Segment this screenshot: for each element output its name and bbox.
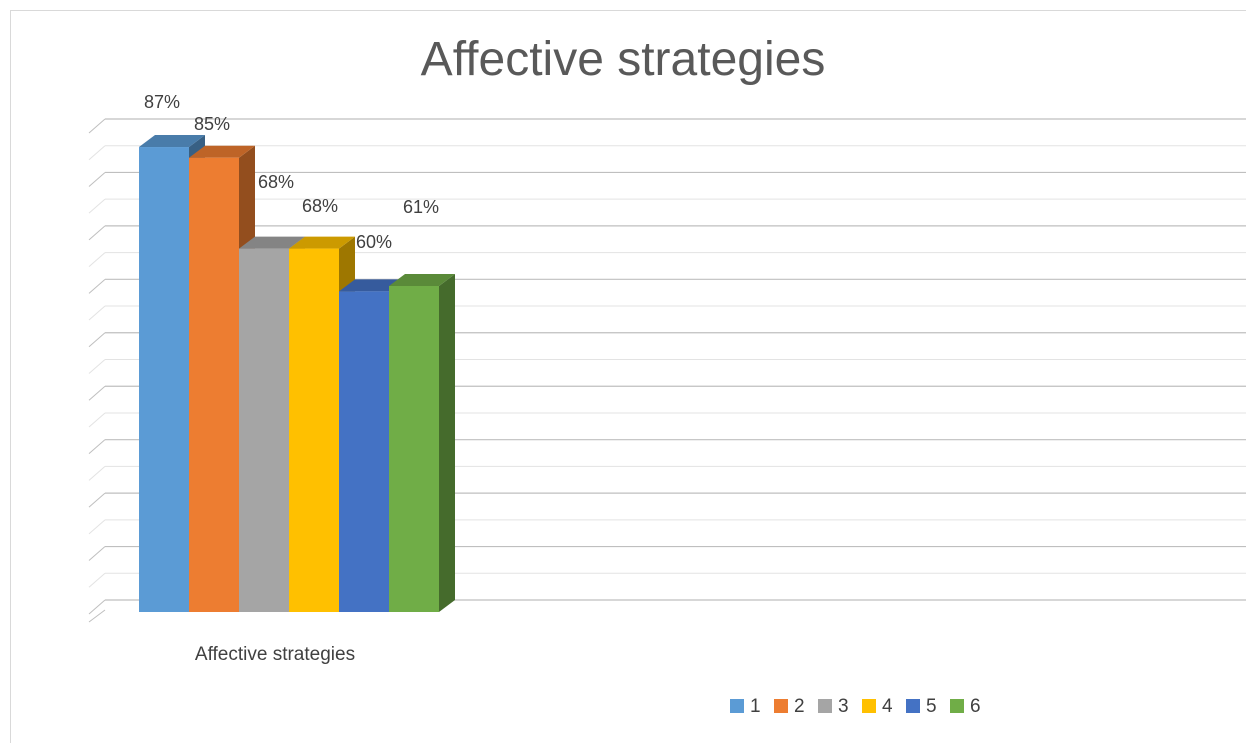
bar-front — [139, 147, 189, 613]
bar-front — [239, 248, 289, 613]
chart-frame — [10, 10, 1246, 743]
category-label: Affective strategies — [195, 644, 355, 665]
bar-series-6 — [389, 273, 455, 612]
bar-top — [339, 279, 405, 292]
side-gridline — [88, 572, 106, 588]
side-gridline — [88, 412, 106, 428]
side-gridline — [88, 599, 106, 615]
data-labels: 87% 85% 68% 68% 60% 61% — [144, 92, 439, 252]
data-label-1: 87% — [144, 92, 180, 112]
chart-title: Affective strategies — [420, 33, 826, 86]
bar-side — [439, 273, 455, 612]
bar-front — [189, 157, 239, 612]
legend-label-1: 1 — [750, 696, 761, 717]
side-gridline — [88, 145, 106, 161]
side-gridline — [88, 519, 106, 535]
side-gridline — [88, 278, 106, 294]
side-gridline — [88, 546, 106, 561]
legend-swatch-5 — [906, 699, 920, 713]
legend-label-4: 4 — [882, 696, 893, 717]
legend-label-5: 5 — [926, 696, 937, 717]
legend-swatch-3 — [818, 699, 832, 713]
side-gridline — [88, 225, 106, 241]
bar-front — [339, 291, 389, 612]
side-gridline — [88, 198, 106, 214]
side-gridline — [88, 466, 106, 481]
legend-swatch-2 — [774, 699, 788, 713]
data-label-6: 61% — [403, 197, 439, 217]
side-gridline — [88, 439, 106, 455]
legend-label-2: 2 — [794, 696, 805, 717]
side-gridline — [88, 305, 106, 321]
bar-front — [289, 248, 339, 613]
side-gridline — [88, 332, 106, 348]
bar-top — [139, 135, 205, 148]
data-label-4: 68% — [302, 196, 338, 216]
legend: 1 2 3 4 5 6 — [730, 696, 981, 717]
data-label-2: 85% — [194, 114, 230, 134]
bar-top — [389, 273, 455, 286]
bars — [139, 135, 455, 613]
floor-edge — [88, 609, 106, 623]
legend-swatch-4 — [862, 699, 876, 713]
side-gridline — [88, 492, 106, 508]
bar-top — [189, 145, 255, 158]
side-gridline — [88, 172, 106, 187]
bar-top — [289, 236, 355, 249]
legend-swatch-1 — [730, 699, 744, 713]
legend-swatch-6 — [950, 699, 964, 713]
legend-label-3: 3 — [838, 696, 849, 717]
data-label-3: 68% — [258, 172, 294, 192]
side-gridline — [88, 252, 106, 267]
bar-front — [389, 285, 439, 612]
side-gridline — [88, 385, 106, 401]
side-gridline — [88, 359, 106, 374]
legend-label-6: 6 — [970, 696, 981, 717]
data-label-5: 60% — [356, 232, 392, 252]
side-gridline — [88, 118, 106, 134]
bar-top — [239, 236, 305, 249]
